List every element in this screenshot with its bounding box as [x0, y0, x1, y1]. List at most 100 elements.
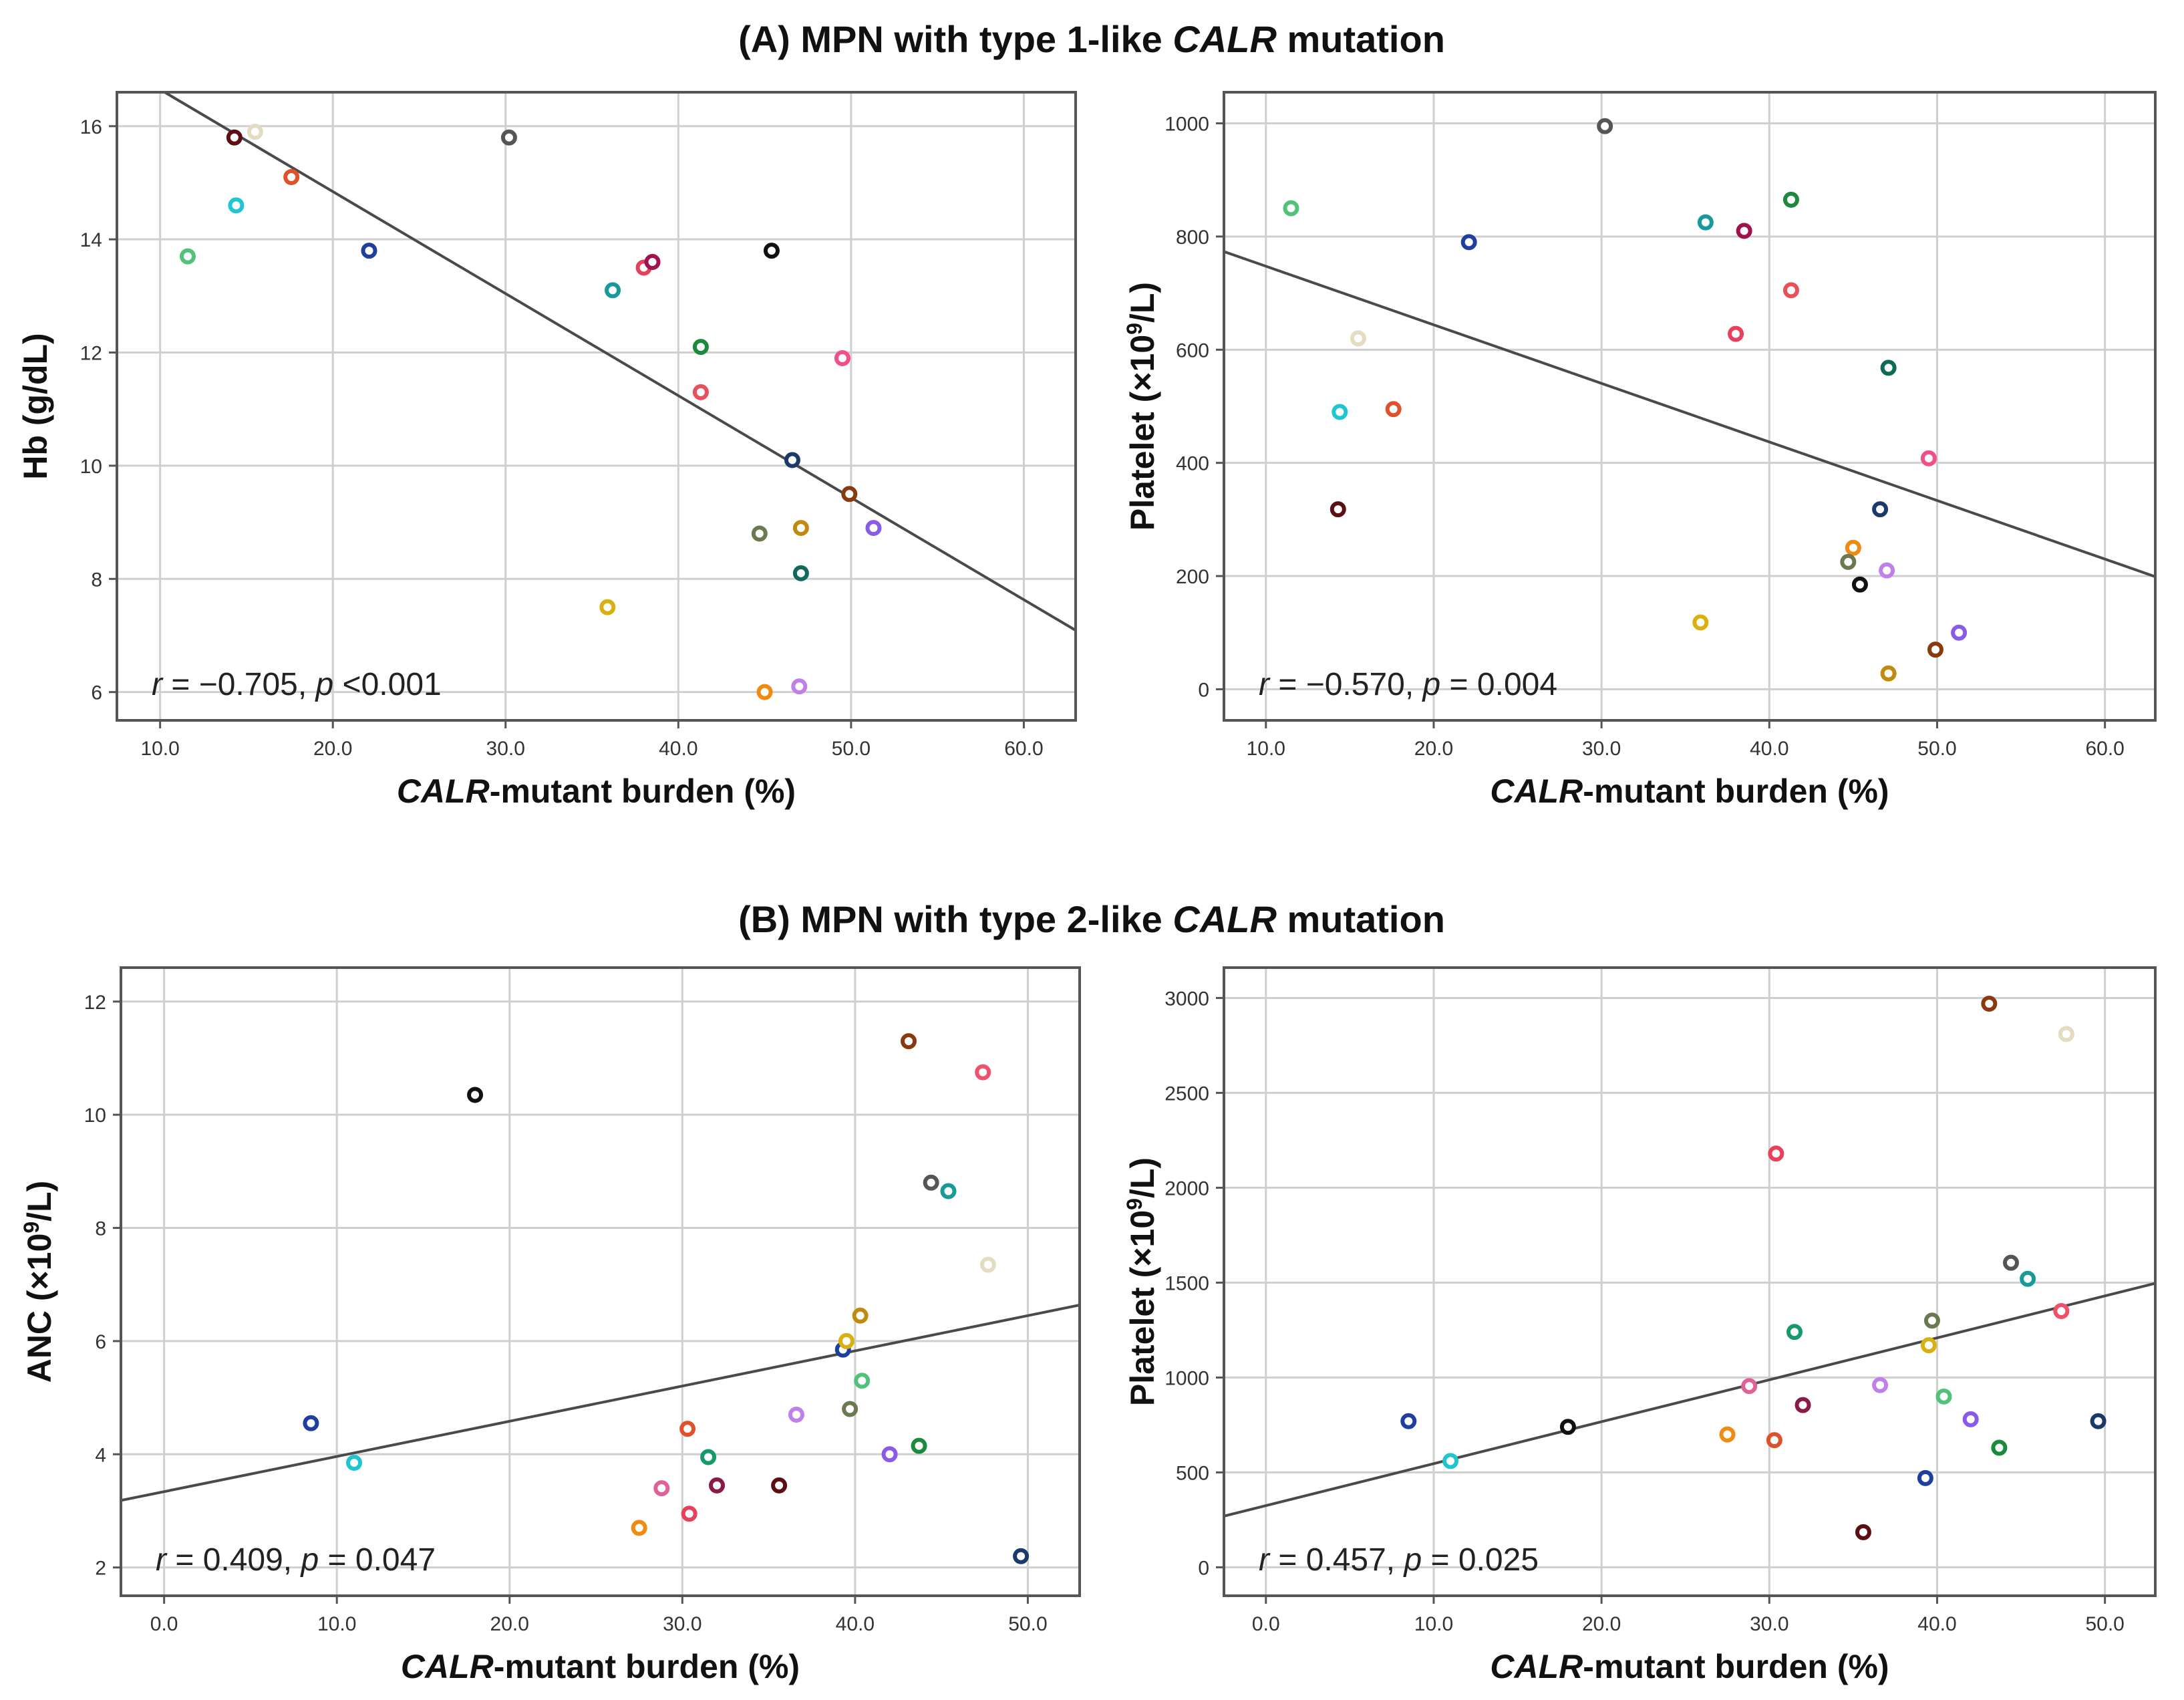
correlation-r-value: = −0.570,: [1269, 667, 1423, 702]
correlation-p-value: = 0.025: [1422, 1542, 1539, 1578]
y-tick-label: 0: [1198, 679, 1209, 701]
y-tick-label: 500: [1176, 1462, 1209, 1484]
data-point: [784, 452, 800, 468]
data-point: [1766, 1432, 1782, 1449]
y-axis-label-text: Platelet (×10: [1124, 1210, 1161, 1406]
correlation-p-value: = 0.004: [1440, 667, 1557, 702]
data-point: [975, 1064, 991, 1081]
y-tick-label: 1000: [1164, 114, 1209, 136]
data-point: [1782, 191, 1799, 208]
regression-line: [1224, 250, 2155, 578]
y-axis-label-text: Platelet (×10: [1124, 335, 1161, 531]
data-point: [1350, 330, 1366, 347]
data-point: [631, 1520, 647, 1536]
section-b-title-gene: CALR: [1173, 898, 1277, 940]
correlation-r-value: = 0.457,: [1269, 1542, 1404, 1578]
data-point: [1013, 1548, 1030, 1564]
data-point: [1840, 553, 1857, 570]
data-point: [788, 1407, 804, 1423]
correlation-r-symbol: r: [1259, 667, 1271, 702]
data-point: [1845, 539, 1861, 556]
x-axis-label: CALR-mutant burden (%): [401, 1648, 800, 1685]
data-point: [692, 339, 709, 356]
correlation-label: r = 0.409, p = 0.047: [156, 1542, 436, 1578]
platelet-type1-scatter-panel: 10.0 20.0 30.0 40.0 50.0 60.0 0 200 400 600 800 100…: [1122, 91, 2157, 810]
section-a-title: (A) MPN with type 1-like CALR mutation: [738, 18, 1445, 60]
data-point: [792, 520, 809, 537]
data-point: [1879, 562, 1895, 579]
data-point: [467, 1087, 484, 1103]
x-tick-label: 20.0: [1414, 738, 1453, 760]
data-point: [1559, 1419, 1576, 1435]
y-axis-label-text: Hb (g/dL): [17, 333, 54, 479]
correlation-p-value: <0.001: [333, 667, 441, 702]
x-tick-label: 20.0: [313, 738, 352, 760]
data-point: [303, 1415, 319, 1431]
data-point: [940, 1183, 957, 1199]
data-point: [1795, 1397, 1811, 1413]
y-tick-label: 200: [1176, 566, 1209, 588]
correlation-p-symbol: p: [1402, 1542, 1422, 1578]
data-point: [842, 1401, 859, 1417]
correlation-r-symbol: r: [156, 1542, 168, 1578]
data-point: [1741, 1378, 1758, 1395]
data-point: [792, 565, 809, 581]
x-tick-label: 30.0: [1582, 738, 1621, 760]
y-tick-label: 4: [95, 1444, 106, 1466]
data-point: [1597, 118, 1613, 134]
y-axis-label-unit: /L): [1124, 1157, 1161, 1198]
data-point: [180, 248, 196, 265]
x-tick-label: 50.0: [832, 738, 871, 760]
x-tick-label: 50.0: [1008, 1613, 1047, 1635]
data-point: [1786, 1324, 1803, 1340]
data-point: [1923, 1312, 1940, 1329]
y-tick-label: 8: [91, 569, 102, 591]
y-tick-label: 12: [80, 343, 102, 365]
x-tick-label: 30.0: [1750, 1613, 1788, 1635]
data-point: [923, 1174, 939, 1191]
y-tick-label: 1500: [1164, 1272, 1209, 1294]
plot-frame: [1223, 91, 2157, 722]
y-tick-label: 14: [80, 229, 102, 251]
x-tick-label: 20.0: [1582, 1613, 1621, 1635]
regression-line: [162, 92, 1076, 631]
x-axis-label-gene: CALR: [401, 1648, 494, 1685]
section-a-title-gene: CALR: [1173, 18, 1277, 60]
y-tick-label: 12: [84, 992, 106, 1014]
y-axis-label: Hb (g/dL): [17, 333, 54, 479]
correlation-p-symbol: p: [315, 667, 334, 702]
data-point: [865, 520, 882, 537]
data-point: [2090, 1413, 2107, 1429]
data-point: [1719, 1426, 1736, 1443]
regression-line: [121, 1304, 1080, 1502]
hb-scatter-panel: 10.0 20.0 30.0 40.0 50.0 60.0 6 8 10 12 14 16 r = −0…: [17, 91, 1077, 810]
x-tick-label: 40.0: [1917, 1613, 1956, 1635]
y-tick-label: 6: [95, 1331, 106, 1353]
data-point: [228, 197, 245, 214]
data-point: [852, 1307, 869, 1324]
x-axis-label-gene: CALR: [1490, 772, 1583, 810]
y-tick-label: 400: [1176, 453, 1209, 475]
data-point: [1920, 450, 1937, 466]
data-point: [679, 1421, 696, 1437]
data-point: [854, 1373, 871, 1389]
plot-frame: [116, 91, 1077, 722]
data-point: [763, 243, 780, 259]
data-point: [838, 1332, 854, 1349]
x-axis-label: CALR-mutant burden (%): [397, 772, 796, 810]
x-tick-label: 40.0: [1750, 738, 1788, 760]
plot-frame: [1223, 966, 2157, 1597]
data-point: [1880, 665, 1897, 682]
y-tick-label: 2000: [1164, 1177, 1209, 1199]
x-tick-label: 30.0: [663, 1613, 701, 1635]
data-point: [1460, 234, 1477, 251]
data-point: [1991, 1439, 2008, 1456]
x-axis-label-gene: CALR: [397, 772, 490, 810]
data-point: [1927, 642, 1943, 658]
data-point: [751, 525, 768, 542]
data-point: [2053, 1303, 2070, 1320]
correlation-p-symbol: p: [299, 1542, 319, 1578]
data-point: [361, 243, 377, 259]
correlation-r-symbol: r: [152, 667, 164, 702]
correlation-p-value: = 0.047: [319, 1542, 436, 1578]
